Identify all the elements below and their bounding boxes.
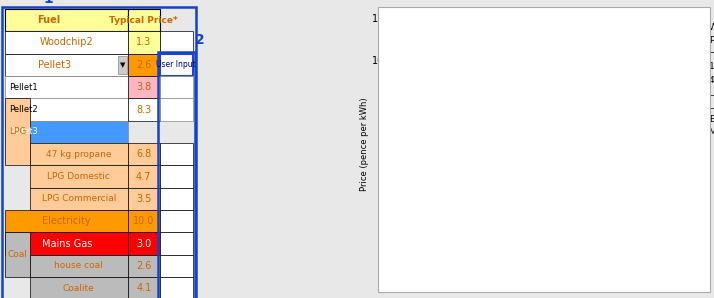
- Text: 6.8: 6.8: [136, 149, 151, 159]
- Bar: [406, 244, 421, 271]
- Bar: [159, 165, 193, 188]
- Bar: [6, 232, 29, 277]
- Bar: [159, 210, 193, 232]
- Bar: [159, 76, 193, 98]
- Bar: [2, 7, 196, 298]
- Text: 2.6: 2.6: [136, 261, 151, 271]
- Text: LPG Domestic: LPG Domestic: [47, 172, 110, 181]
- Bar: [159, 188, 193, 210]
- Text: 1.3: 1.3: [136, 38, 151, 47]
- Text: Pellet3: Pellet3: [38, 60, 71, 70]
- Bar: [158, 52, 195, 298]
- Bar: [491, 128, 506, 271]
- Bar: [6, 210, 128, 232]
- Text: Mains Gas: Mains Gas: [41, 239, 92, 249]
- Text: LPG: LPG: [9, 127, 26, 136]
- Bar: [6, 76, 128, 98]
- Text: 4.7: 4.7: [136, 172, 151, 181]
- Text: 1: 1: [44, 0, 53, 6]
- Legend: Woodchip2, Pellet3, Heating Oil, 19 kg propane, 47 kg propane, LPG Domestic, LPG: Woodchip2, Pellet3, Heating Oil, 19 kg p…: [695, 22, 714, 138]
- Text: 2: 2: [195, 33, 204, 47]
- Text: Pellet1: Pellet1: [9, 83, 38, 92]
- Text: 3.8: 3.8: [136, 82, 151, 92]
- Text: 4.1: 4.1: [136, 283, 151, 293]
- Bar: [512, 172, 526, 271]
- Text: Coal: Coal: [8, 250, 27, 259]
- Bar: [128, 188, 159, 210]
- Bar: [128, 31, 159, 54]
- Text: LPG Commercial: LPG Commercial: [41, 194, 116, 204]
- Bar: [159, 255, 193, 277]
- Text: 10.0: 10.0: [133, 216, 154, 226]
- Text: 47 kg propane: 47 kg propane: [46, 150, 111, 159]
- Bar: [118, 56, 127, 74]
- Bar: [29, 255, 128, 277]
- Text: Typical Price*: Typical Price*: [109, 15, 178, 25]
- Text: 3.5: 3.5: [136, 194, 151, 204]
- Text: 3.0: 3.0: [136, 239, 151, 249]
- Bar: [159, 54, 193, 76]
- Bar: [128, 76, 159, 98]
- Text: Electricity: Electricity: [42, 216, 91, 226]
- Bar: [6, 98, 128, 121]
- Bar: [159, 232, 193, 255]
- Bar: [6, 31, 128, 54]
- Bar: [554, 60, 568, 271]
- Bar: [159, 143, 193, 165]
- Text: Pellet3: Pellet3: [9, 127, 38, 136]
- Bar: [6, 121, 128, 143]
- Bar: [159, 277, 193, 298]
- Bar: [428, 216, 442, 271]
- Bar: [29, 277, 128, 298]
- Bar: [6, 54, 128, 76]
- Bar: [128, 232, 159, 255]
- Text: 2.6: 2.6: [136, 60, 151, 70]
- Bar: [159, 31, 193, 54]
- Text: Pellet2: Pellet2: [9, 105, 38, 114]
- Text: 8.3: 8.3: [136, 105, 151, 114]
- Bar: [159, 98, 193, 121]
- Bar: [533, 197, 548, 271]
- Bar: [128, 165, 159, 188]
- Text: User Input: User Input: [156, 60, 196, 69]
- Bar: [128, 255, 159, 277]
- Bar: [128, 54, 159, 76]
- Bar: [128, 277, 159, 298]
- Bar: [29, 188, 128, 210]
- Bar: [29, 143, 128, 165]
- Bar: [575, 208, 590, 271]
- Text: Woodchip2: Woodchip2: [40, 38, 94, 47]
- Bar: [128, 210, 159, 232]
- Bar: [128, 98, 159, 121]
- Bar: [6, 9, 128, 31]
- Text: ▼: ▼: [120, 62, 125, 68]
- Bar: [29, 165, 128, 188]
- Text: house coal: house coal: [54, 261, 103, 271]
- Y-axis label: Price (pence per kWh): Price (pence per kWh): [361, 98, 369, 191]
- Text: Fuel: Fuel: [36, 15, 60, 25]
- Bar: [128, 143, 159, 165]
- Bar: [128, 9, 159, 31]
- Bar: [448, 191, 463, 271]
- Bar: [6, 232, 128, 255]
- Text: Coalite: Coalite: [63, 284, 95, 293]
- Bar: [6, 98, 29, 165]
- Bar: [470, 96, 484, 271]
